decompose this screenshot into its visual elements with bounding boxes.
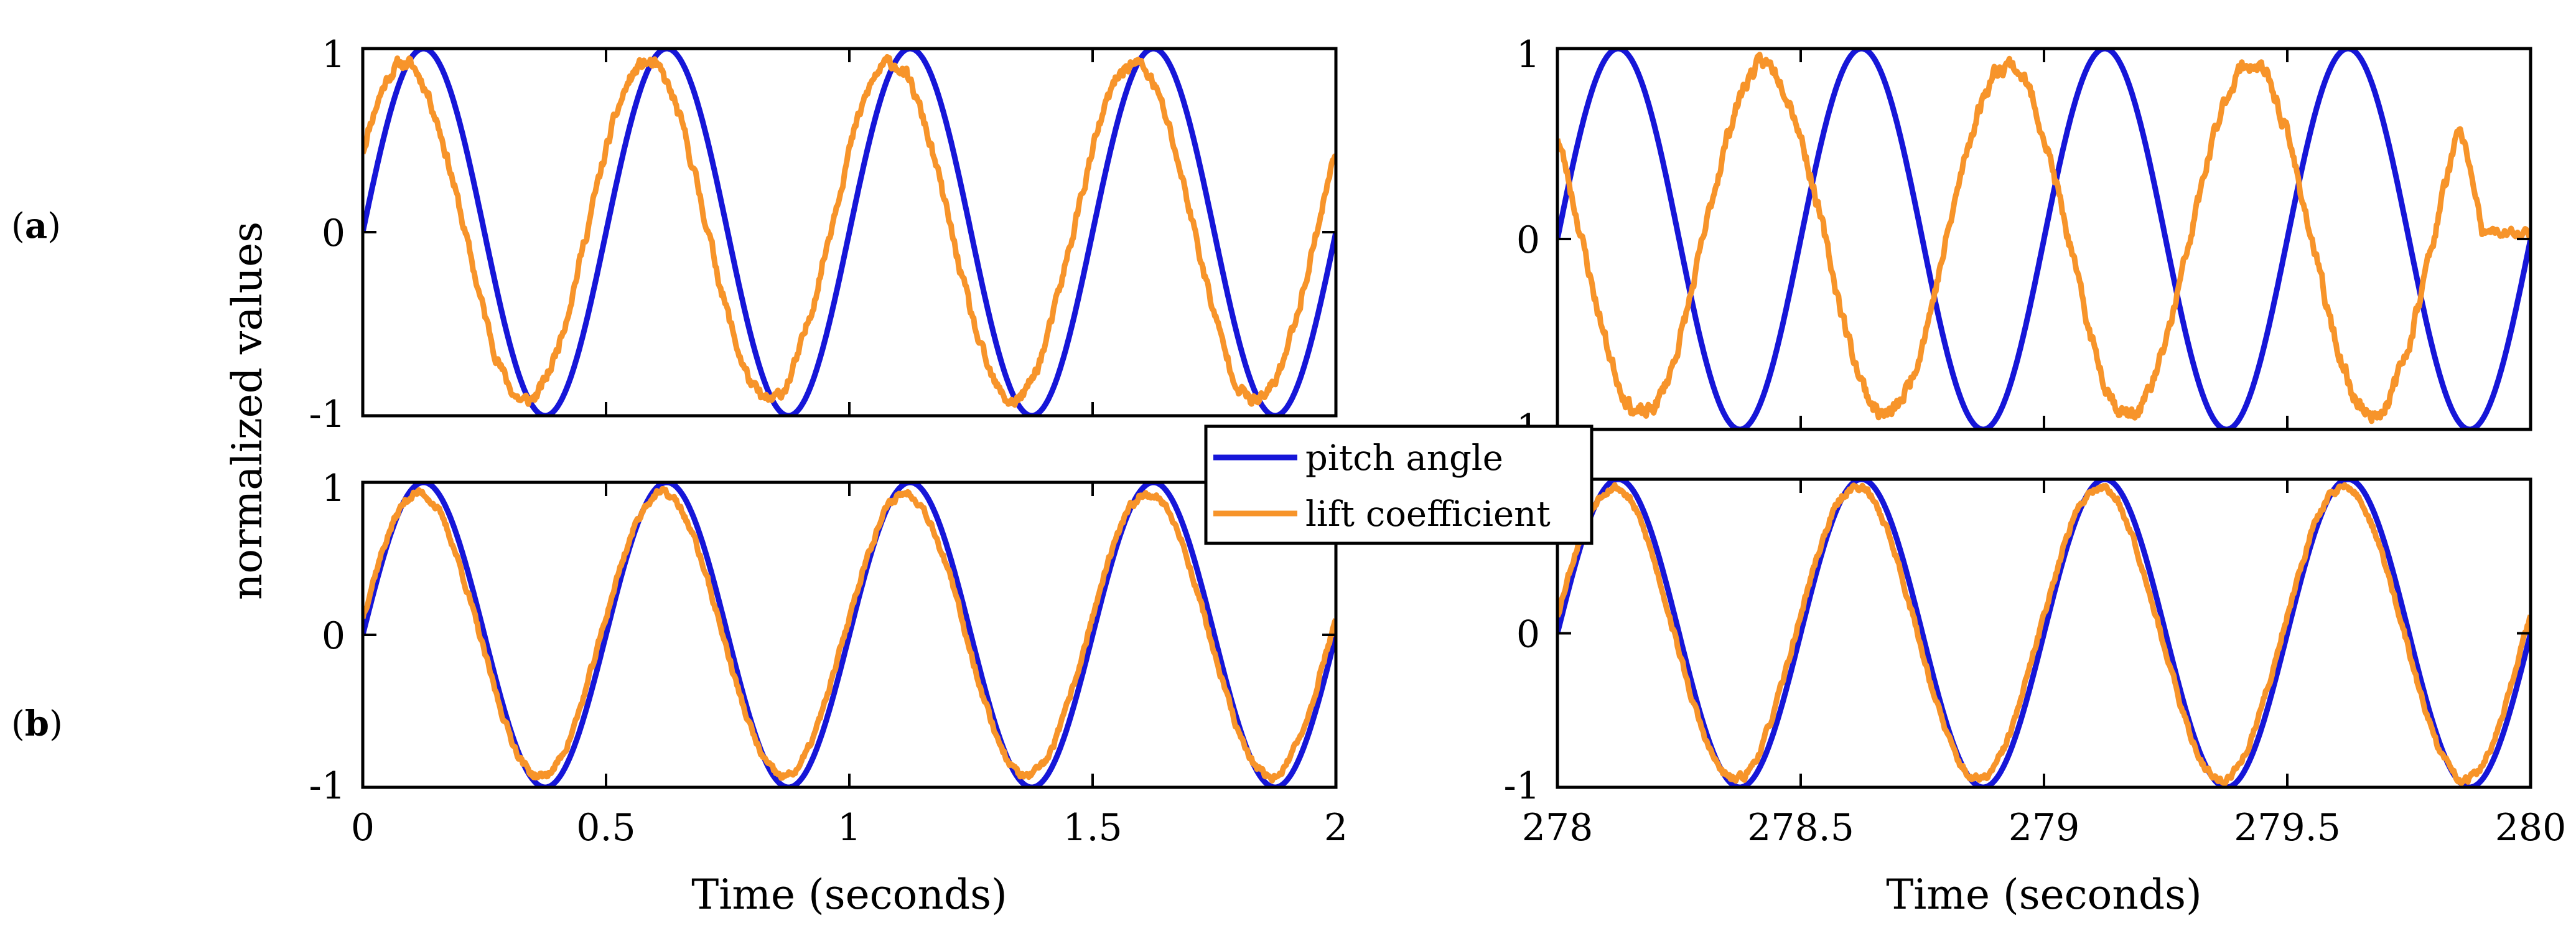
plot-panel-a-left: -1 0 1: [309, 33, 1338, 436]
x-axis-label: Time (seconds): [1886, 871, 2202, 919]
series-line-lift-coefficient: [363, 54, 1336, 408]
plot-area-b-left: [363, 482, 1336, 787]
x-tick-label: 2: [1324, 806, 1348, 850]
panel-label-b: (b): [11, 703, 63, 744]
x-tick-label: 279.5: [2234, 806, 2341, 850]
x-tick-label: 279: [2009, 806, 2080, 850]
panel-label-b-letter: b: [25, 703, 49, 744]
plot-panel-a-right: -101: [1504, 33, 2532, 450]
panel-label-b-open: (: [11, 704, 25, 744]
plot-area-b-right: [1557, 479, 2531, 787]
panel-label-b-close: ): [49, 704, 63, 744]
x-tick-label: 278: [1522, 806, 1594, 850]
legend-label-pitch-angle: pitch angle: [1305, 438, 1503, 479]
y-tick-label: 0: [1516, 613, 1540, 657]
legend-label-lift-coefficient: lift coefficient: [1305, 494, 1551, 535]
series-line-lift-coefficient: [363, 486, 1336, 784]
plot-area-a-right: [1557, 49, 2531, 429]
series-line-pitch-angle: [363, 49, 1336, 416]
series-line-pitch-angle: [1557, 49, 2531, 429]
x-tick-label: 1: [838, 806, 861, 850]
x-tick-label: 1.5: [1063, 806, 1122, 850]
series-line-lift-coefficient: [1557, 482, 2531, 787]
y-tick-label: -1: [309, 393, 345, 436]
y-tick-label: 0: [322, 614, 345, 658]
y-tick-label: -1: [309, 764, 345, 808]
series-line-lift-coefficient: [1557, 52, 2531, 424]
y-tick-label: 1: [1516, 33, 1540, 77]
x-tick-label: 280: [2495, 806, 2567, 850]
plot-panel-b-right: -1 0 278 278.5 279 279.5 280 Time (seconds): [1504, 477, 2567, 919]
x-tick-label: 278.5: [1747, 806, 1854, 850]
panel-label-a-letter: a: [25, 205, 47, 246]
x-tick-label: 0: [351, 806, 375, 850]
y-tick-label: 0: [1516, 218, 1540, 262]
y-tick-label: 1: [322, 467, 345, 510]
y-tick-label: 1: [322, 33, 345, 77]
y-tick-label: -1: [1504, 764, 1540, 808]
legend-box: [1204, 424, 1594, 545]
x-tick-label: 0.5: [576, 806, 635, 850]
panel-label-a: (a): [11, 205, 61, 246]
y-tick-label: 0: [322, 212, 345, 255]
x-axis-label: Time (seconds): [691, 871, 1007, 919]
legend: pitch angle lift coefficient: [1204, 424, 1594, 545]
panel-label-a-close: ): [47, 206, 61, 246]
panel-label-a-open: (: [11, 206, 25, 246]
plot-area-a-left: [363, 49, 1336, 416]
y-axis-label: normalized values: [223, 222, 271, 600]
